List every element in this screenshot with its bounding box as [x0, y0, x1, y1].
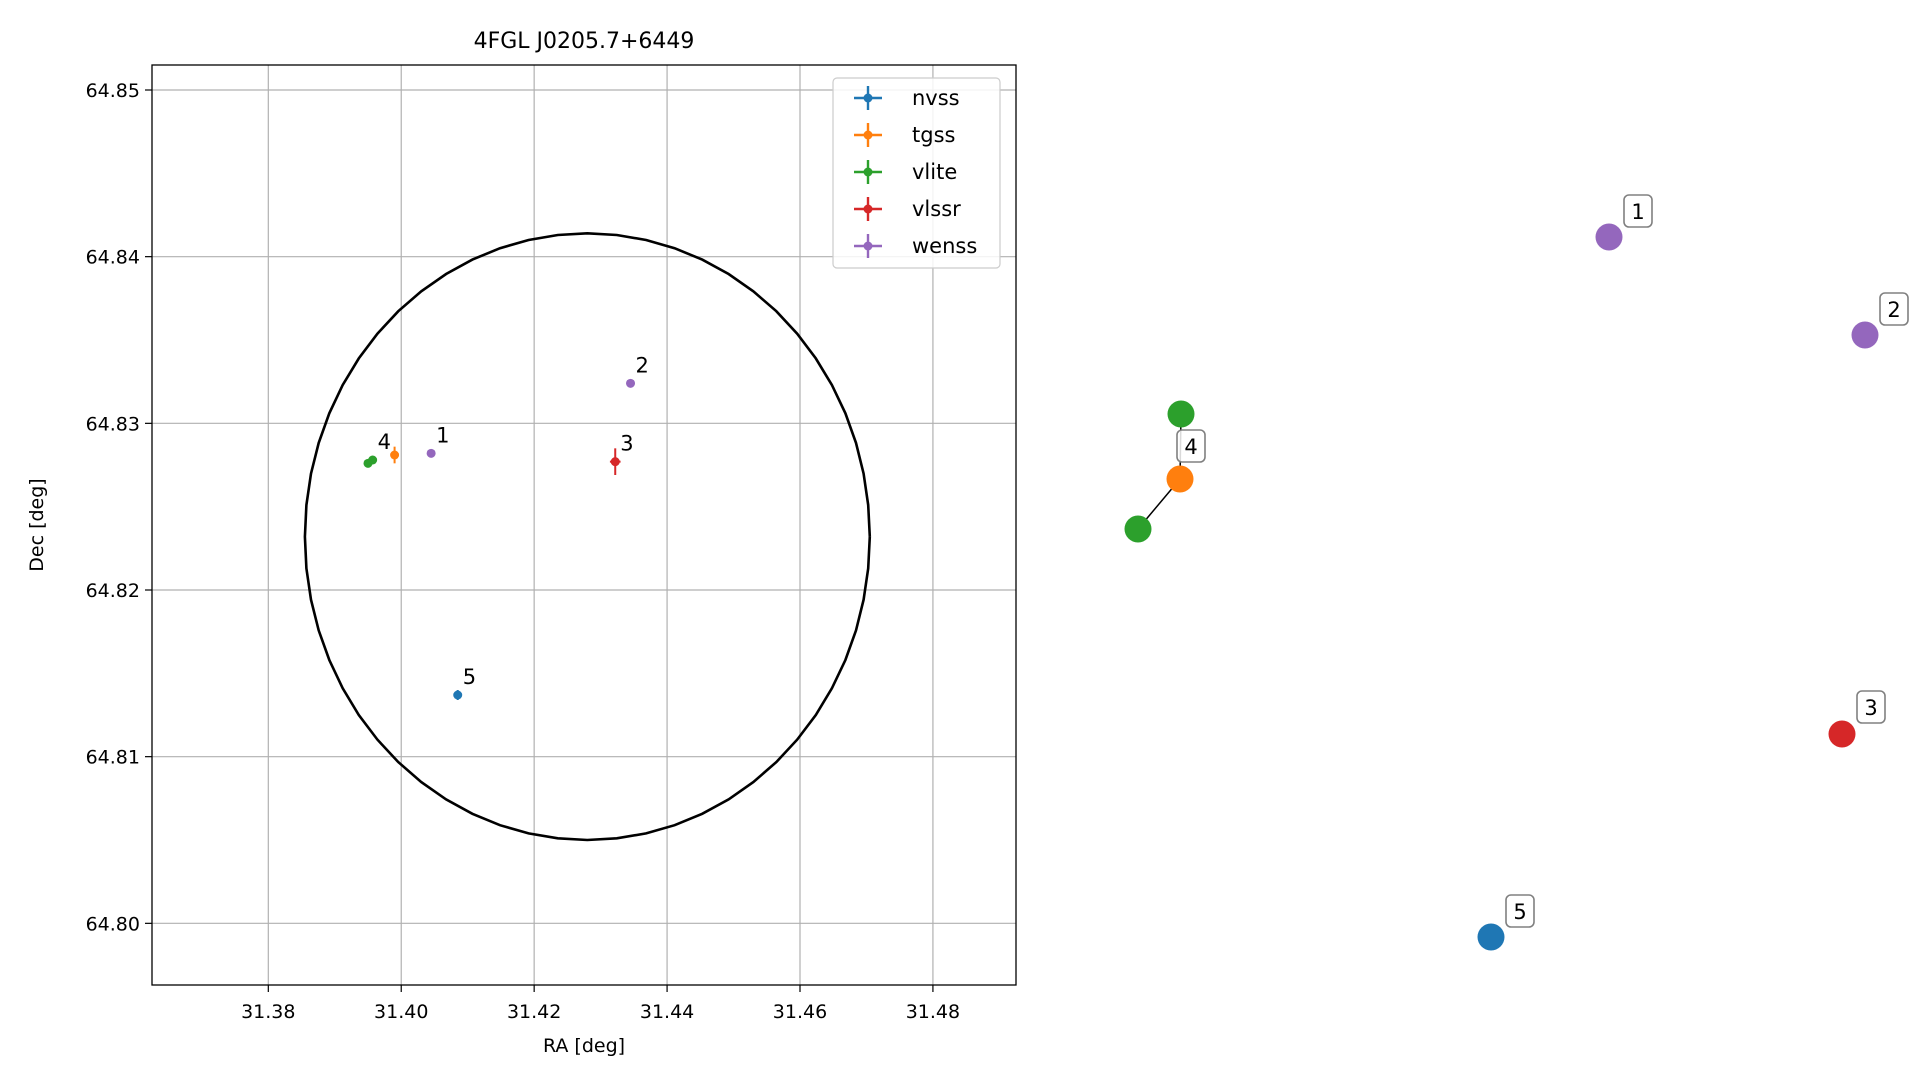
source-labels: 5 4 3 1 2 [378, 353, 649, 689]
x-tick-label: 31.38 [241, 1001, 295, 1023]
graph-node: 5 [1477, 894, 1535, 951]
graph-node-circle [1166, 465, 1194, 493]
source-marker-vlite [363, 458, 373, 468]
x-tick-label: 31.44 [640, 1001, 694, 1023]
source-point [390, 450, 400, 460]
graph-node-label-box [1856, 690, 1886, 724]
source-marker-nvss [453, 690, 463, 700]
source-label: 2 [636, 353, 649, 377]
graph-node [1124, 515, 1152, 543]
graph-node-label-box [1623, 194, 1653, 228]
x-tick-label: 31.48 [906, 1001, 960, 1023]
y-tick-label: 64.82 [86, 580, 140, 602]
y-axis-label: Dec [deg] [26, 478, 48, 571]
sky-position-plot: 5 4 3 1 2 31.38 31.40 31.42 31.44 31.46 31.48 64.… [26, 29, 1017, 1057]
graph-node-circle [1828, 720, 1856, 748]
y-tick-label: 64.84 [86, 247, 140, 269]
x-tick-label: 31.40 [374, 1001, 428, 1023]
source-label: 5 [463, 665, 476, 689]
graph-node-label-box [1505, 894, 1535, 928]
graph-node [1167, 400, 1195, 428]
source-label: 4 [378, 430, 391, 454]
source-point [453, 690, 463, 700]
source-marker-wenss [426, 448, 436, 458]
y-tick-label: 64.85 [86, 80, 140, 102]
source-marker-vlssr [609, 448, 621, 475]
legend-marker [863, 241, 873, 251]
legend-entry-tgss: tgss [854, 123, 955, 147]
legend-entry-wenss: wenss [854, 234, 977, 258]
legend-entry-vlssr: vlssr [854, 197, 961, 221]
source-marker-tgss [390, 446, 400, 464]
graph-node: 2 [1851, 292, 1909, 349]
graph-node-circle [1477, 923, 1505, 951]
localization-circle [303, 231, 872, 842]
graph-node: 1 [1595, 194, 1653, 251]
plot-frame [151, 64, 1017, 986]
graph-node: 3 [1828, 690, 1886, 748]
legend-marker [863, 93, 873, 103]
graph-node-label: 5 [1513, 900, 1526, 924]
y-tick-label: 64.83 [86, 413, 140, 435]
graph-node-label-box [1879, 292, 1909, 326]
y-tick-label: 64.81 [86, 747, 140, 769]
legend-entry-vlite: vlite [854, 160, 957, 184]
legend-label: vlite [912, 160, 957, 184]
source-markers [363, 378, 636, 700]
source-point [426, 448, 436, 458]
graph-node: 4 [1166, 429, 1206, 493]
x-tick-label: 31.46 [773, 1001, 827, 1023]
legend: nvss tgss vlite vlssr wenss [832, 77, 1001, 269]
graph-node-circle [1851, 321, 1879, 349]
legend-marker [863, 130, 873, 140]
legend-marker [863, 204, 873, 214]
source-label: 1 [436, 423, 449, 447]
x-axis-label: RA [deg] [543, 1035, 625, 1057]
source-point [610, 457, 620, 467]
source-point [626, 378, 636, 388]
graph-node-label: 3 [1864, 696, 1877, 720]
legend-box [832, 77, 1001, 269]
source-label: 3 [620, 432, 633, 456]
legend-label: wenss [912, 234, 977, 258]
graph-node-label: 1 [1631, 200, 1644, 224]
y-tick-label: 64.80 [86, 913, 140, 935]
chart-title: 4FGL J0205.7+6449 [474, 29, 695, 54]
source-graph-plot: 1 2 4 3 5 [1124, 194, 1909, 951]
x-tick-label: 31.42 [507, 1001, 561, 1023]
graph-node-label: 2 [1887, 298, 1900, 322]
source-marker-wenss [626, 378, 636, 388]
x-axis-ticks: 31.38 31.40 31.42 31.44 31.46 31.48 [241, 985, 960, 1023]
graph-node-label-box [1176, 429, 1206, 463]
legend-label: nvss [912, 86, 960, 110]
source-point [363, 458, 373, 468]
legend-label: vlssr [912, 197, 961, 221]
y-axis-ticks: 64.80 64.81 64.82 64.83 64.84 64.85 [86, 80, 152, 935]
legend-marker [863, 167, 873, 177]
localization-circle-outline [303, 231, 872, 842]
legend-label: tgss [912, 123, 955, 147]
graph-node-circle [1167, 400, 1195, 428]
graph-node-circle [1595, 223, 1623, 251]
graph-node-circle [1124, 515, 1152, 543]
graph-node-label: 4 [1184, 435, 1197, 459]
legend-entry-nvss: nvss [854, 86, 960, 110]
